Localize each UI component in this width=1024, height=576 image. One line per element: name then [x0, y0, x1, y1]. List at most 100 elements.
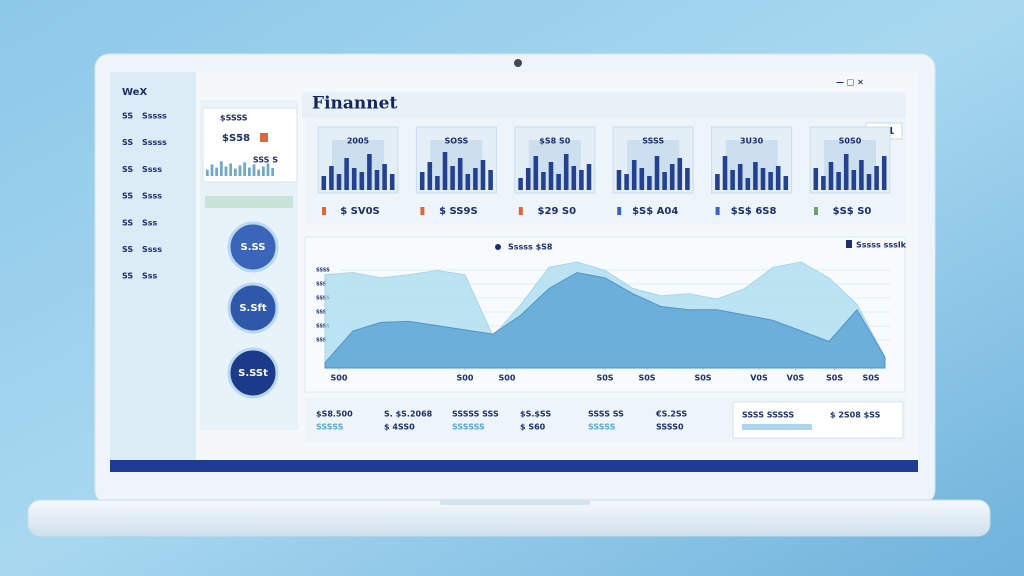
nav-label[interactable]: Ssss [142, 245, 162, 254]
nav-label[interactable]: Sssss [142, 138, 167, 147]
mini-bar [266, 163, 270, 176]
kpi-title: SOSS [445, 137, 469, 146]
kpi-title: SSSS [642, 137, 664, 146]
stat-circle[interactable] [227, 221, 279, 273]
kpi-value: $ SS9S [439, 206, 478, 217]
mini-bar [647, 176, 652, 190]
footer-side-text: $ 2S08 $SS [830, 411, 881, 420]
mini-bar [836, 172, 841, 190]
mini-bar [783, 176, 789, 190]
summary-band [205, 196, 293, 208]
kpi-title: 3U30 [740, 137, 764, 146]
mini-bar [639, 168, 645, 190]
mini-bar [737, 164, 743, 190]
mini-bar [215, 167, 219, 176]
nav-icon[interactable]: SS [122, 272, 133, 281]
mini-bar [669, 164, 675, 190]
summary-sub: SSS S [253, 156, 278, 165]
nav-label[interactable]: Ssss [142, 165, 162, 174]
x-tick-label: S00 [331, 374, 348, 383]
kpi-value: $29 S0 [538, 206, 577, 217]
footer-text: SSSSS SSS [452, 410, 499, 419]
kpi-flag [518, 207, 523, 215]
footer-text: $ 4SS0 [384, 423, 415, 432]
x-tick-label: S0S [596, 374, 613, 383]
summary-value: $S58 [222, 133, 250, 144]
mini-bar [843, 154, 849, 190]
mini-bar [473, 168, 478, 190]
x-tick-label: S0S [826, 374, 843, 383]
stat-circle[interactable] [227, 347, 279, 399]
nav-label[interactable]: Sssss [142, 112, 167, 121]
mini-bar [821, 176, 826, 190]
mini-bar [571, 166, 577, 190]
mini-bar [851, 170, 857, 190]
mini-bar [321, 176, 327, 190]
mini-bar [533, 156, 539, 190]
mini-bar [874, 166, 879, 190]
note-icon [846, 240, 852, 248]
mini-bar [252, 164, 256, 176]
footer-text: SSSSS [316, 423, 344, 432]
mini-bar [442, 152, 448, 190]
mini-bar [586, 164, 592, 190]
mini-bar [745, 178, 751, 190]
footer-text: SSSS SS [588, 410, 624, 419]
mini-bar [389, 174, 395, 190]
y-axis-label: SSS [316, 338, 327, 344]
footer-text: SSSSS [588, 423, 616, 432]
mini-bar [382, 164, 387, 190]
mini-bar [480, 160, 486, 190]
stat-circle-label[interactable]: S.Sft [239, 303, 267, 314]
nav-label[interactable]: Sss [142, 272, 158, 281]
mini-bar [427, 162, 433, 190]
mini-bar [556, 174, 561, 190]
footer-side-card [732, 401, 904, 439]
sidebar [110, 72, 196, 460]
nav-icon[interactable]: SS [122, 138, 133, 147]
mini-bar [367, 154, 372, 190]
y-axis-label: SSS [316, 310, 327, 316]
header-bar [302, 92, 906, 118]
footer-text: SSSS0 [656, 423, 684, 432]
x-tick-label: S00 [499, 374, 516, 383]
footer-text: $ S60 [520, 423, 546, 432]
laptop-base [27, 499, 991, 537]
mini-bar [828, 162, 834, 190]
mini-bar [859, 160, 864, 190]
mini-bar [219, 161, 223, 176]
stat-circle-label[interactable]: S.SSt [238, 368, 268, 379]
legend: Sssss $S8 [508, 243, 553, 252]
x-tick-label: S0S [862, 374, 879, 383]
nav-label[interactable]: Ssss [142, 192, 162, 201]
legend-dot [495, 244, 501, 250]
mini-bar [631, 160, 637, 190]
x-tick-label: S00 [457, 374, 474, 383]
mini-bar [465, 174, 471, 190]
window-controls[interactable]: — □ × [836, 78, 864, 87]
stat-circle[interactable] [227, 282, 279, 334]
nav-icon[interactable]: SS [122, 218, 133, 227]
kpi-value: $ SV0S [340, 206, 380, 217]
kpi-flag [420, 207, 425, 215]
kpi-flag [617, 207, 622, 215]
mini-bar [271, 168, 275, 176]
mini-bar [435, 176, 440, 190]
mini-bar [518, 178, 523, 190]
mini-bar [813, 168, 819, 190]
mini-bar [525, 168, 531, 190]
mini-bar [662, 172, 667, 190]
nav-icon[interactable]: SS [122, 165, 133, 174]
kpi-panel [305, 118, 905, 224]
nav-icon[interactable]: SS [122, 192, 133, 201]
y-axis-label: SSSS [316, 268, 330, 274]
stat-circle-label[interactable]: S.SS [241, 242, 266, 253]
nav-icon[interactable]: SS [122, 245, 133, 254]
mini-bar [336, 174, 342, 190]
nav-label[interactable]: Sss [142, 218, 158, 227]
nav-icon[interactable]: SS [122, 112, 133, 121]
mini-bar [233, 168, 237, 176]
mini-bar [374, 170, 380, 190]
mini-bar [548, 162, 554, 190]
app-title: Finannet [312, 94, 397, 114]
